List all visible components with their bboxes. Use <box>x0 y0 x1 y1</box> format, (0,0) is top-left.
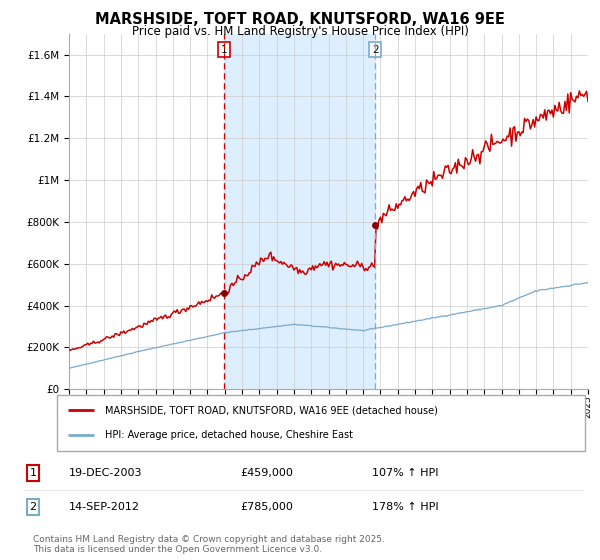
FancyBboxPatch shape <box>57 395 585 451</box>
Text: Price paid vs. HM Land Registry's House Price Index (HPI): Price paid vs. HM Land Registry's House … <box>131 25 469 38</box>
Text: 19-DEC-2003: 19-DEC-2003 <box>69 468 143 478</box>
Text: £459,000: £459,000 <box>240 468 293 478</box>
Text: 2: 2 <box>372 45 379 55</box>
Text: HPI: Average price, detached house, Cheshire East: HPI: Average price, detached house, Ches… <box>104 430 353 440</box>
Text: 14-SEP-2012: 14-SEP-2012 <box>69 502 140 512</box>
Text: 107% ↑ HPI: 107% ↑ HPI <box>372 468 439 478</box>
Bar <box>224 34 376 389</box>
Text: £785,000: £785,000 <box>240 502 293 512</box>
Text: 1: 1 <box>221 45 227 55</box>
Text: 1: 1 <box>29 468 37 478</box>
Text: 178% ↑ HPI: 178% ↑ HPI <box>372 502 439 512</box>
Text: Contains HM Land Registry data © Crown copyright and database right 2025.
This d: Contains HM Land Registry data © Crown c… <box>33 535 385 554</box>
Text: MARSHSIDE, TOFT ROAD, KNUTSFORD, WA16 9EE: MARSHSIDE, TOFT ROAD, KNUTSFORD, WA16 9E… <box>95 12 505 27</box>
Text: 2: 2 <box>29 502 37 512</box>
Text: MARSHSIDE, TOFT ROAD, KNUTSFORD, WA16 9EE (detached house): MARSHSIDE, TOFT ROAD, KNUTSFORD, WA16 9E… <box>104 405 437 416</box>
